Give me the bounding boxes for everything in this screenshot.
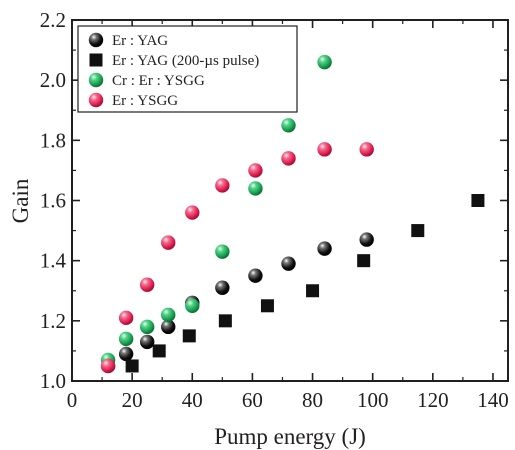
data-point xyxy=(281,151,296,166)
data-point xyxy=(182,329,196,343)
data-point xyxy=(306,284,320,298)
data-point xyxy=(118,310,134,326)
y-tick-label: 1.8 xyxy=(40,128,66,152)
data-point xyxy=(185,205,200,220)
data-point xyxy=(317,54,332,70)
x-tick-label: 120 xyxy=(417,388,449,412)
series-1 xyxy=(100,232,374,374)
y-tick-label: 1.2 xyxy=(40,309,66,333)
data-point xyxy=(359,232,374,247)
data-point xyxy=(152,344,166,358)
data-point xyxy=(215,178,230,193)
data-point xyxy=(118,346,134,362)
data-point xyxy=(161,319,176,335)
legend-label: Er : YSGG xyxy=(112,93,178,109)
series-3 xyxy=(100,54,332,368)
legend-marker xyxy=(89,53,103,67)
legend-label: Er : YAG (200-µs pulse) xyxy=(112,53,259,69)
x-tick-label: 100 xyxy=(357,388,389,412)
data-point xyxy=(100,358,116,374)
data-point xyxy=(161,235,176,250)
y-axis-ticks: 1.0 1.2 1.4 1.6 1.8 2.0 2.2 xyxy=(40,8,508,393)
series-2 xyxy=(125,194,485,373)
legend-marker xyxy=(88,72,104,88)
legend-marker xyxy=(88,32,104,48)
x-tick-label: 80 xyxy=(302,388,323,412)
data-point xyxy=(215,280,230,295)
data-point xyxy=(248,268,263,283)
data-point xyxy=(248,163,263,178)
x-tick-label: 0 xyxy=(67,388,78,412)
y-tick-label: 2.0 xyxy=(40,68,66,92)
data-point xyxy=(281,118,296,133)
y-tick-label: 1.4 xyxy=(40,249,67,273)
legend-item: Er : YAG (200-µs pulse) xyxy=(89,53,259,69)
series-4 xyxy=(100,142,374,374)
x-tick-label: 40 xyxy=(182,388,203,412)
data-point xyxy=(281,256,296,271)
legend-label: Er : YAG xyxy=(112,33,168,49)
legend-marker xyxy=(88,92,104,108)
data-point xyxy=(139,277,155,292)
legend: Er : YAG Er : YAG (200-µs pulse) Cr : Er :… xyxy=(77,25,298,113)
data-point xyxy=(317,142,332,157)
data-point xyxy=(215,244,230,259)
x-tick-label: 60 xyxy=(242,388,263,412)
legend-item: Er : YSGG xyxy=(88,92,178,109)
y-tick-label: 2.2 xyxy=(40,8,66,32)
x-axis-ticks: 0 20 40 60 80 100 120 140 xyxy=(67,20,509,412)
data-point xyxy=(139,334,155,350)
data-point xyxy=(118,331,134,347)
legend-label: Cr : Er : YSGG xyxy=(112,73,205,89)
x-tick-label: 20 xyxy=(122,388,143,412)
x-tick-label: 140 xyxy=(477,388,509,412)
data-point xyxy=(218,314,232,328)
y-axis-title: Gain xyxy=(8,178,33,223)
data-point xyxy=(471,194,485,207)
data-point xyxy=(357,254,371,268)
data-point xyxy=(185,298,200,313)
legend-box xyxy=(77,25,298,113)
legend-item: Er : YAG xyxy=(88,32,168,49)
data-point xyxy=(411,224,425,238)
data-point xyxy=(260,299,274,313)
x-axis-title: Pump energy (J) xyxy=(214,424,366,449)
data-point xyxy=(161,307,176,323)
data-point xyxy=(359,142,374,157)
data-points xyxy=(100,54,485,374)
y-tick-label: 1.6 xyxy=(40,189,66,213)
data-point xyxy=(139,319,155,335)
data-point xyxy=(317,241,332,256)
legend-item: Cr : Er : YSGG xyxy=(88,72,205,89)
y-tick-label: 1.0 xyxy=(40,369,66,393)
data-point xyxy=(248,181,263,196)
data-point xyxy=(125,359,139,373)
